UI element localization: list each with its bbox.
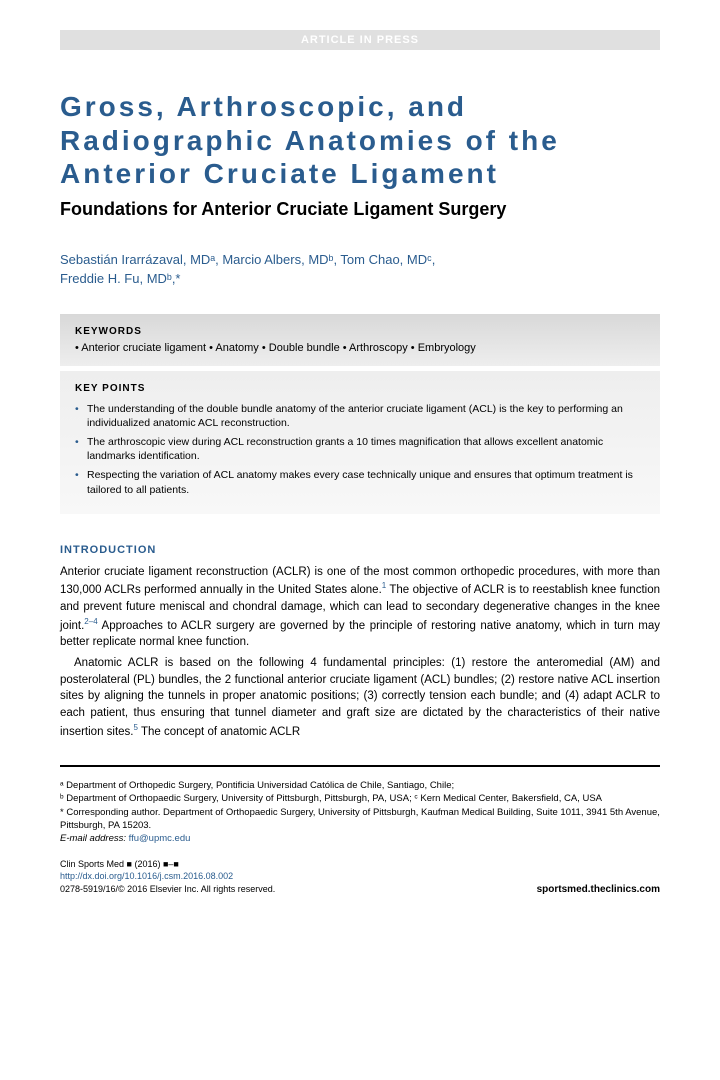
pub-info-left: Clin Sports Med ■ (2016) ■–■ http://dx.d… [60, 858, 275, 896]
article-subtitle: Foundations for Anterior Cruciate Ligame… [60, 199, 660, 220]
citation-ref[interactable]: 2–4 [84, 617, 97, 626]
affiliation-b: ᵇ Department of Orthopaedic Surgery, Uni… [60, 792, 660, 805]
keywords-label: KEYWORDS [75, 326, 645, 337]
keypoints-label: KEY POINTS [75, 383, 645, 394]
email-label: E-mail address: [60, 833, 129, 844]
body-text-span: Approaches to ACLR surgery are governed … [60, 619, 660, 648]
keywords-box: KEYWORDS • Anterior cruciate ligament • … [60, 314, 660, 366]
body-text-span: The concept of anatomic ACLR [138, 725, 300, 737]
footer-divider [60, 765, 660, 767]
journal-website[interactable]: sportsmed.theclinics.com [537, 884, 660, 895]
authors-block: Sebastián Irarrázaval, MDᵃ, Marcio Alber… [60, 250, 660, 289]
keypoints-box: KEY POINTS The understanding of the doub… [60, 371, 660, 514]
journal-citation: Clin Sports Med ■ (2016) ■–■ [60, 858, 275, 871]
authors-line-2: Freddie H. Fu, MDᵇ,* [60, 271, 181, 286]
keypoints-list: The understanding of the double bundle a… [75, 402, 645, 497]
affiliation-a: ᵃ Department of Orthopedic Surgery, Pont… [60, 779, 660, 792]
keypoint-item: Respecting the variation of ACL anatomy … [75, 468, 645, 496]
copyright-text: 0278-5919/16/© 2016 Elsevier Inc. All ri… [60, 883, 275, 896]
intro-heading: INTRODUCTION [60, 544, 660, 556]
email-link[interactable]: ffu@upmc.edu [129, 833, 191, 844]
authors-line-1: Sebastián Irarrázaval, MDᵃ, Marcio Alber… [60, 252, 435, 267]
article-in-press-banner: ARTICLE IN PRESS [60, 30, 660, 50]
intro-paragraph-2: Anatomic ACLR is based on the following … [60, 655, 660, 740]
affiliations-block: ᵃ Department of Orthopedic Surgery, Pont… [60, 779, 660, 845]
publication-footer: Clin Sports Med ■ (2016) ■–■ http://dx.d… [60, 858, 660, 896]
corresponding-author: * Corresponding author. Department of Or… [60, 806, 660, 833]
keywords-terms: • Anterior cruciate ligament • Anatomy •… [75, 342, 645, 354]
doi-link[interactable]: http://dx.doi.org/10.1016/j.csm.2016.08.… [60, 870, 275, 883]
email-line: E-mail address: ffu@upmc.edu [60, 832, 660, 845]
keypoint-item: The arthroscopic view during ACL reconst… [75, 435, 645, 463]
intro-paragraph-1: Anterior cruciate ligament reconstructio… [60, 564, 660, 651]
keypoint-item: The understanding of the double bundle a… [75, 402, 645, 430]
article-title: Gross, Arthroscopic, and Radiographic An… [60, 90, 660, 191]
